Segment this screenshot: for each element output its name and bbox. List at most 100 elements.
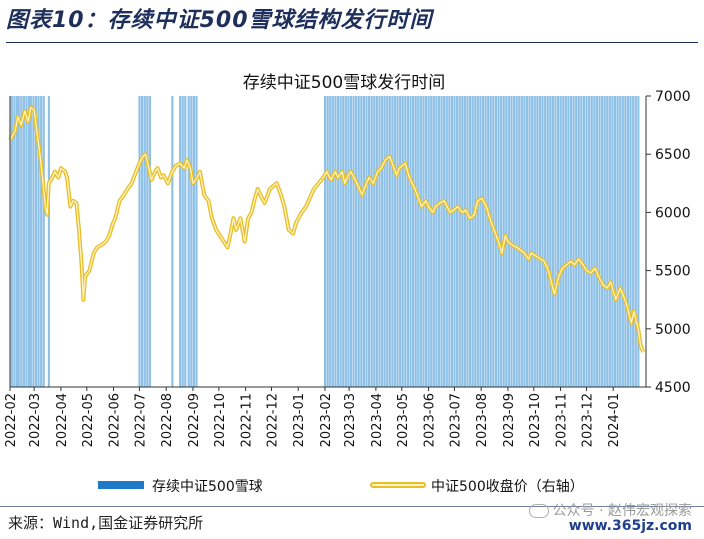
issuance-bar [401, 96, 404, 387]
source-note: 来源：Wind,国金证券研究所 [8, 514, 204, 532]
issuance-bar [567, 96, 570, 387]
issuance-bar [466, 96, 469, 387]
issuance-bar [629, 96, 632, 387]
right-axis-tick-label: 6500 [655, 147, 691, 163]
issuance-bar [541, 96, 544, 387]
issuance-bar [621, 96, 624, 387]
issuance-bar [435, 96, 438, 387]
issuance-bar [585, 96, 588, 387]
issuance-bar [536, 96, 539, 387]
issuance-bar [616, 96, 619, 387]
wechat-icon [528, 504, 549, 518]
issuance-bar [572, 96, 575, 387]
x-axis-tick-label: 2023-02 [319, 393, 334, 447]
x-axis-tick-label: 2022-11 [240, 393, 255, 447]
x-axis-tick-label: 2023-10 [528, 393, 543, 447]
issuance-bar [386, 96, 389, 387]
x-axis-tick-label: 2023-03 [343, 393, 358, 447]
footer-rule [0, 506, 704, 507]
issuance-bar [347, 96, 350, 387]
issuance-bar [339, 96, 342, 387]
issuance-bar [367, 96, 371, 387]
issuance-bar [520, 96, 523, 387]
issuance-bar [349, 96, 353, 387]
issuance-bar [453, 96, 456, 387]
issuance-bar [329, 96, 332, 387]
issuance-bar [344, 96, 347, 387]
issuance-bar [383, 96, 386, 387]
issuance-bar [34, 96, 38, 387]
issuance-bar [577, 96, 580, 387]
issuance-bar [494, 96, 498, 387]
issuance-bar [611, 96, 614, 387]
issuance-bar [404, 96, 407, 387]
issuance-bar [463, 96, 466, 387]
issuance-bar [559, 96, 562, 387]
issuance-bar [40, 96, 43, 387]
issuance-bar [580, 96, 583, 387]
x-axis-tick-label: 2022-04 [55, 393, 70, 447]
issuance-bar [417, 96, 420, 387]
issuance-bar [600, 96, 604, 387]
issuance-bar [476, 96, 479, 387]
issuance-bar [148, 96, 151, 387]
x-axis-tick-label: 2023-07 [448, 393, 463, 447]
x-axis-tick-label: 2023-06 [423, 393, 438, 447]
right-axis-tick-label: 5000 [655, 322, 691, 338]
issuance-bar [138, 96, 141, 387]
issuance-bar [184, 96, 187, 387]
x-axis-tick-label: 2022-07 [133, 393, 148, 447]
issuance-bar [549, 96, 552, 387]
issuance-bar [406, 96, 410, 387]
issuance-bar [634, 96, 637, 387]
x-axis-tick-label: 2023-11 [555, 393, 570, 447]
chart: 存续中证500雪球发行时间 4500 5000 5500 6000 6500 7000 2… [4, 73, 691, 495]
right-axis-ticks: 4500 5000 5500 6000 6500 7000 [646, 89, 691, 396]
issuance-bar [190, 96, 193, 387]
issuance-bar [365, 96, 368, 387]
watermark-url: www.365jz.com [568, 518, 692, 534]
issuance-bar [456, 96, 459, 387]
x-axis-tick-label: 2023-05 [396, 393, 411, 447]
issuance-bar [546, 96, 549, 387]
issuance-bar [528, 96, 531, 387]
issuance-bar [399, 96, 402, 387]
x-axis-tick-label: 2022-09 [187, 393, 202, 447]
issuance-bar [430, 96, 433, 387]
watermark-text: 公众号 · 赵伟宏观探索 [552, 503, 692, 519]
issuance-bar [424, 96, 428, 387]
issuance-bar [481, 96, 485, 387]
issuance-bar [355, 96, 358, 387]
right-axis-tick-label: 7000 [655, 89, 691, 105]
x-axis-tick-label: 2023-01 [292, 393, 307, 447]
issuance-bar [331, 96, 334, 387]
issuance-bar [564, 96, 567, 387]
issuance-bar [440, 96, 443, 387]
issuance-bar [448, 96, 451, 387]
issuance-bar [593, 96, 596, 387]
issuance-bar [437, 96, 441, 387]
issuance-bar [192, 96, 196, 387]
issuance-bar [606, 96, 609, 387]
issuance-bar [27, 96, 31, 387]
issuance-bar [458, 96, 461, 387]
issuance-bar [624, 96, 627, 387]
issuance-bar [32, 96, 35, 387]
issuance-bars [10, 96, 640, 387]
legend-bar-swatch [98, 481, 144, 489]
issuance-bar [562, 96, 565, 387]
issuance-bar [370, 96, 373, 387]
figure-heading: 图表10：存续中证500雪球结构发行时间 [6, 8, 433, 33]
issuance-bar [569, 96, 573, 387]
issuance-bar [500, 96, 503, 387]
issuance-bar [538, 96, 542, 387]
issuance-bar [15, 96, 19, 387]
issuance-bar [342, 96, 345, 387]
issuance-bar [323, 96, 327, 387]
issuance-bar [479, 96, 482, 387]
issuance-bar [551, 96, 555, 387]
issuance-bar [380, 96, 384, 387]
issuance-bar [556, 96, 560, 387]
legend: 存续中证500雪球 中证500收盘价（右轴） [98, 478, 584, 495]
issuance-bar [544, 96, 547, 387]
